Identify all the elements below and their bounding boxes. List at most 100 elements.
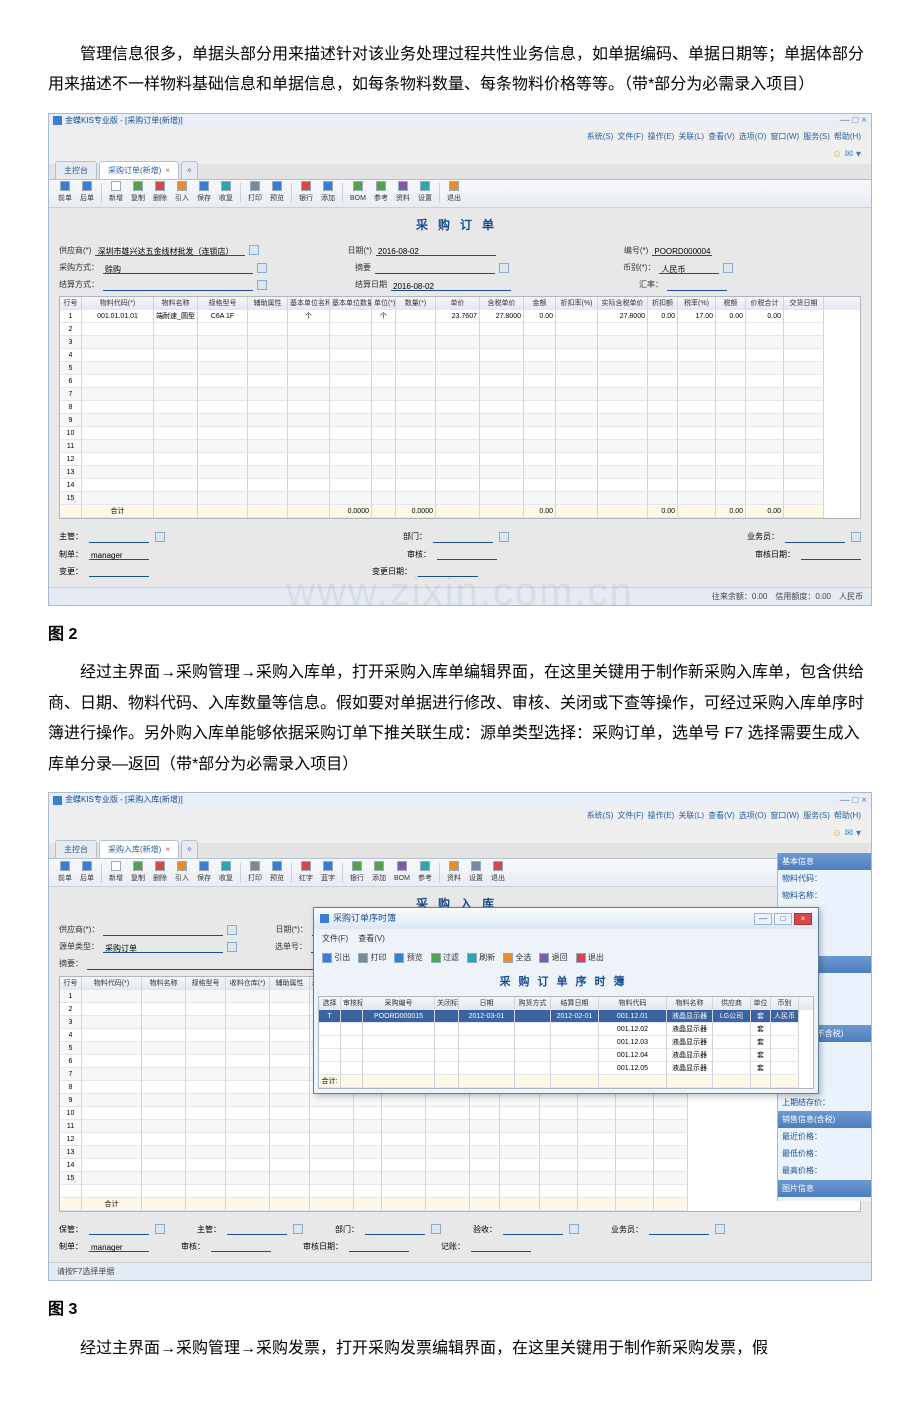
toolbar-收复[interactable]: 收复	[216, 861, 236, 885]
tab-new[interactable]: ✧	[181, 840, 198, 858]
popup-toolbtn[interactable]: 打印	[358, 950, 386, 965]
window-controls[interactable]: — □ ×	[840, 791, 867, 810]
srctype-pick-icon[interactable]	[227, 942, 237, 952]
col-header[interactable]: 物料名称	[154, 297, 198, 310]
chgdate-input[interactable]	[418, 565, 478, 577]
col-header[interactable]: 规格型号	[198, 297, 248, 310]
popup-toolbtn[interactable]: 过滤	[431, 950, 459, 965]
pick-icon[interactable]	[569, 1224, 579, 1234]
col-header[interactable]: 数量(*)	[396, 297, 436, 310]
keeper-input[interactable]	[89, 1223, 149, 1235]
popup-toolbtn[interactable]: 全选	[503, 950, 531, 965]
chg-input[interactable]	[89, 565, 149, 577]
curr-input[interactable]: 人民币	[659, 262, 719, 274]
menu-item[interactable]: 系统(S)	[587, 129, 614, 144]
col-header[interactable]: 税率(%)	[678, 297, 716, 310]
popup-window-controls[interactable]: — □ ×	[754, 913, 812, 925]
menu-item[interactable]: 操作(E)	[648, 129, 675, 144]
journal-input[interactable]	[471, 1240, 531, 1252]
col-header[interactable]: 单位(*)	[372, 297, 396, 310]
toolbar-BOM[interactable]: BOM	[347, 181, 369, 205]
supplier-pick-icon[interactable]	[227, 925, 237, 935]
col-header[interactable]: 辅助属性	[248, 297, 288, 310]
summary-input[interactable]	[375, 262, 495, 274]
menu-item[interactable]: 操作(E)	[648, 808, 675, 823]
col-header[interactable]: 基本单位名称	[288, 297, 330, 310]
settdate-input[interactable]: 2016-08-02	[391, 279, 511, 291]
supplier-pick-icon[interactable]	[249, 245, 259, 255]
biz-input[interactable]	[785, 531, 845, 543]
menu-item[interactable]: 关联(L)	[678, 808, 704, 823]
toolbar-添加[interactable]: 添加	[369, 861, 389, 885]
menu-item[interactable]: 帮助(H)	[834, 129, 861, 144]
menu-item[interactable]: 文件(F)	[617, 129, 643, 144]
pick-icon[interactable]	[155, 1224, 165, 1234]
purchmethod-pick-icon[interactable]	[257, 263, 267, 273]
maximize-icon[interactable]: □	[774, 913, 792, 925]
docno-input[interactable]: POORD000004	[652, 244, 712, 256]
biz-input[interactable]	[649, 1223, 709, 1235]
toolbar-保存[interactable]: 保存	[194, 861, 214, 885]
col-header[interactable]: 物料名称	[142, 977, 186, 990]
menu-item[interactable]: 服务(S)	[803, 808, 830, 823]
toolbar-设置[interactable]: 设置	[415, 181, 435, 205]
message-icon[interactable]: ✉	[845, 149, 853, 160]
order-grid[interactable]: 行号物料代码(*)物料名称规格型号辅助属性基本单位名称基本单位数量单位(*)数量…	[59, 296, 861, 519]
close-icon[interactable]: ×	[794, 913, 812, 925]
toolbar-新增[interactable]: 新增	[106, 181, 126, 205]
rcv-input[interactable]	[503, 1223, 563, 1235]
toolbar-银行[interactable]: 银行	[296, 181, 316, 205]
dropdown-icon[interactable]: ▾	[856, 828, 861, 839]
tab-new[interactable]: ✧	[181, 161, 198, 179]
toolbar-新增[interactable]: 新增	[106, 861, 126, 885]
toolbar-红字[interactable]: 红字	[296, 861, 316, 885]
toolbar-打印[interactable]: 打印	[245, 181, 265, 205]
auditor-input[interactable]	[437, 548, 497, 560]
menu-bar[interactable]: 系统(S)文件(F)操作(E)关联(L)查看(V)选项(O)窗口(W)服务(S)…	[49, 128, 871, 145]
menu-item[interactable]: 系统(S)	[587, 808, 614, 823]
col-header[interactable]: 供应商	[713, 997, 751, 1010]
toolbar-银行[interactable]: 银行	[347, 861, 367, 885]
toolbar-打印[interactable]: 打印	[245, 861, 265, 885]
toolbar-前单[interactable]: 前单	[55, 181, 75, 205]
popup-toolbtn[interactable]: 引出	[322, 950, 350, 965]
col-header[interactable]: 价税合计	[746, 297, 784, 310]
auditdate-input[interactable]	[801, 548, 861, 560]
toolbar-删除[interactable]: 删除	[150, 861, 170, 885]
minimize-icon[interactable]: —	[754, 913, 772, 925]
popup-menu-item[interactable]: 查看(V)	[358, 931, 385, 946]
popup-grid[interactable]: 选择审核标志采购编号关闭标志日期购货方式结算日期物料代码物料名称供应商单位币别 …	[318, 996, 814, 1089]
auditdate-input[interactable]	[349, 1240, 409, 1252]
col-header[interactable]: 行号	[60, 977, 82, 990]
col-header[interactable]: 辅助属性	[270, 977, 310, 990]
toolbar-资料[interactable]: 资料	[393, 181, 413, 205]
mgr-input[interactable]	[89, 531, 149, 543]
srctype-input[interactable]: 采购订单	[103, 941, 223, 953]
tab-close-icon[interactable]: ×	[165, 845, 170, 854]
col-header[interactable]: 收料仓库(*)	[226, 977, 270, 990]
col-header[interactable]: 结算日期	[551, 997, 599, 1010]
supplier-input[interactable]: 深圳市雄兴达五金线材批发（连锁店）	[95, 244, 245, 256]
toolbar-退出[interactable]: 退出	[488, 861, 508, 885]
col-header[interactable]: 规格型号	[186, 977, 226, 990]
col-header[interactable]: 物料代码(*)	[82, 297, 154, 310]
toolbar-后单[interactable]: 后单	[77, 861, 97, 885]
mgr-input[interactable]	[227, 1223, 287, 1235]
popup-toolbtn[interactable]: 预览	[394, 950, 422, 965]
toolbar-设置[interactable]: 设置	[466, 861, 486, 885]
col-header[interactable]: 单位	[751, 997, 771, 1010]
auditor-input[interactable]	[211, 1240, 271, 1252]
col-header[interactable]: 实际含税单价	[598, 297, 648, 310]
menu-item[interactable]: 查看(V)	[708, 129, 735, 144]
toolbar-引入[interactable]: 引入	[172, 861, 192, 885]
popup-menu[interactable]: 文件(F)查看(V)	[314, 929, 818, 948]
menu-item[interactable]: 选项(O)	[739, 808, 767, 823]
rate-input[interactable]	[667, 279, 727, 291]
biz-pick-icon[interactable]	[851, 532, 861, 542]
col-header[interactable]: 物料代码(*)	[82, 977, 142, 990]
dept-pick-icon[interactable]	[499, 532, 509, 542]
menu-item[interactable]: 服务(S)	[803, 129, 830, 144]
window-controls[interactable]: — □ ×	[840, 111, 867, 130]
col-header[interactable]: 基本单位数量	[330, 297, 372, 310]
menu-item[interactable]: 文件(F)	[617, 808, 643, 823]
